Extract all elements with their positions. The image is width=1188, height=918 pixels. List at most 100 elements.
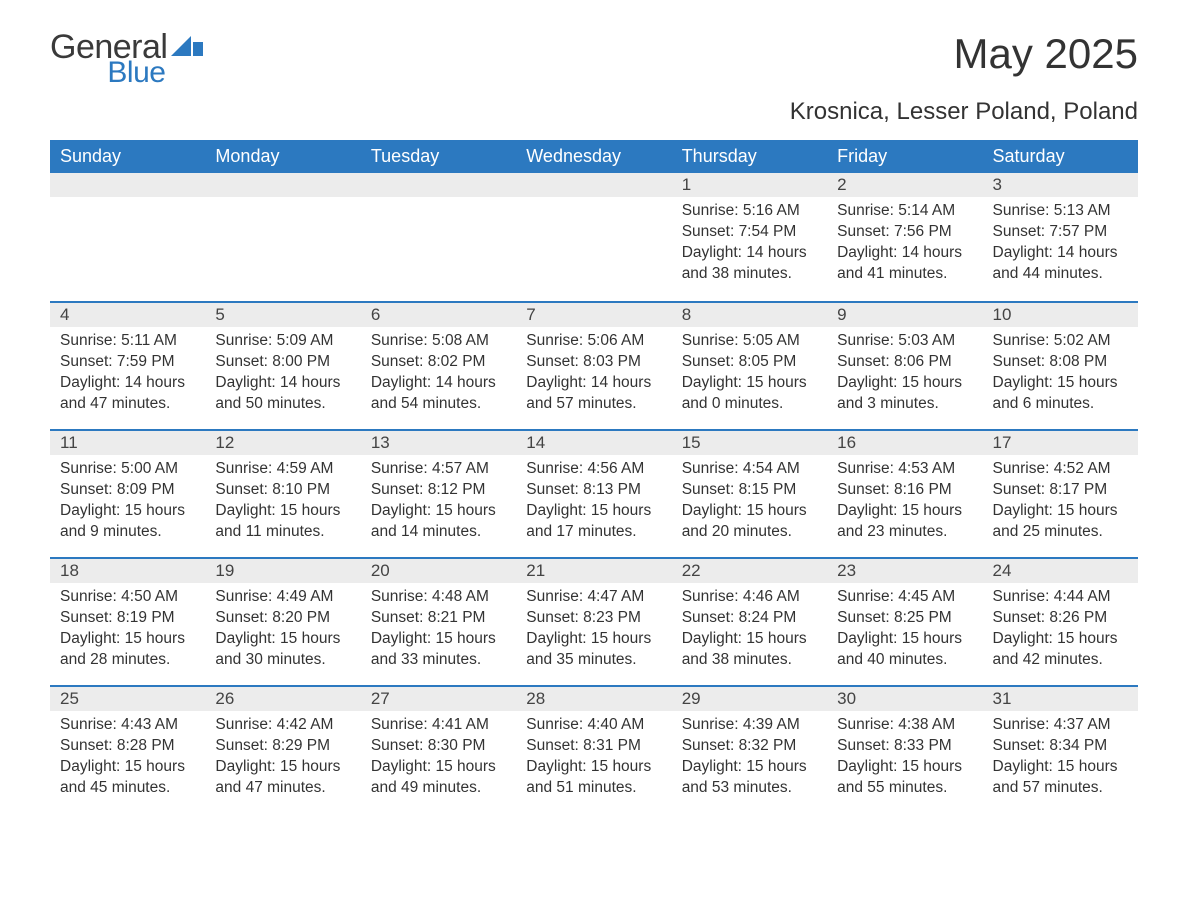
day-body: Sunrise: 5:16 AMSunset: 7:54 PMDaylight:… <box>672 197 827 291</box>
daylight-line: Daylight: 15 hours and 57 minutes. <box>993 757 1128 799</box>
sunrise-line: Sunrise: 4:41 AM <box>371 715 506 736</box>
sunrise-line: Sunrise: 4:44 AM <box>993 587 1128 608</box>
sunrise-line: Sunrise: 4:53 AM <box>837 459 972 480</box>
day-number: 15 <box>672 431 827 455</box>
day-number: 23 <box>827 559 982 583</box>
sunset-line: Sunset: 8:03 PM <box>526 352 661 373</box>
sunset-line: Sunset: 7:59 PM <box>60 352 195 373</box>
day-number: 10 <box>983 303 1138 327</box>
day-body: Sunrise: 4:40 AMSunset: 8:31 PMDaylight:… <box>516 711 671 805</box>
day-body: Sunrise: 4:37 AMSunset: 8:34 PMDaylight:… <box>983 711 1138 805</box>
sunset-line: Sunset: 8:33 PM <box>837 736 972 757</box>
weekday-header: Wednesday <box>516 140 671 173</box>
daylight-line: Daylight: 14 hours and 41 minutes. <box>837 243 972 285</box>
day-body: Sunrise: 5:08 AMSunset: 8:02 PMDaylight:… <box>361 327 516 421</box>
day-number <box>50 173 205 197</box>
day-body: Sunrise: 4:53 AMSunset: 8:16 PMDaylight:… <box>827 455 982 549</box>
calendar-day: 11Sunrise: 5:00 AMSunset: 8:09 PMDayligh… <box>50 431 205 557</box>
sunset-line: Sunset: 8:15 PM <box>682 480 817 501</box>
calendar-day: 29Sunrise: 4:39 AMSunset: 8:32 PMDayligh… <box>672 687 827 813</box>
day-body: Sunrise: 5:11 AMSunset: 7:59 PMDaylight:… <box>50 327 205 421</box>
sunset-line: Sunset: 8:30 PM <box>371 736 506 757</box>
daylight-line: Daylight: 14 hours and 57 minutes. <box>526 373 661 415</box>
sunrise-line: Sunrise: 4:40 AM <box>526 715 661 736</box>
day-body: Sunrise: 5:09 AMSunset: 8:00 PMDaylight:… <box>205 327 360 421</box>
daylight-line: Daylight: 15 hours and 14 minutes. <box>371 501 506 543</box>
day-number: 13 <box>361 431 516 455</box>
flag-icon <box>171 36 205 69</box>
daylight-line: Daylight: 15 hours and 3 minutes. <box>837 373 972 415</box>
sunrise-line: Sunrise: 5:02 AM <box>993 331 1128 352</box>
day-body: Sunrise: 4:47 AMSunset: 8:23 PMDaylight:… <box>516 583 671 677</box>
day-number: 6 <box>361 303 516 327</box>
day-number: 31 <box>983 687 1138 711</box>
calendar-day: 4Sunrise: 5:11 AMSunset: 7:59 PMDaylight… <box>50 303 205 429</box>
day-number: 2 <box>827 173 982 197</box>
day-body <box>361 197 516 207</box>
sunset-line: Sunset: 8:25 PM <box>837 608 972 629</box>
day-number: 16 <box>827 431 982 455</box>
sunset-line: Sunset: 8:34 PM <box>993 736 1128 757</box>
calendar-week: 1Sunrise: 5:16 AMSunset: 7:54 PMDaylight… <box>50 173 1138 301</box>
sunset-line: Sunset: 8:29 PM <box>215 736 350 757</box>
sunrise-line: Sunrise: 4:47 AM <box>526 587 661 608</box>
daylight-line: Daylight: 15 hours and 23 minutes. <box>837 501 972 543</box>
weekday-header: Thursday <box>672 140 827 173</box>
calendar-day: 23Sunrise: 4:45 AMSunset: 8:25 PMDayligh… <box>827 559 982 685</box>
weekday-header-row: Sunday Monday Tuesday Wednesday Thursday… <box>50 140 1138 173</box>
day-number: 7 <box>516 303 671 327</box>
sunset-line: Sunset: 7:56 PM <box>837 222 972 243</box>
daylight-line: Daylight: 15 hours and 33 minutes. <box>371 629 506 671</box>
sunset-line: Sunset: 8:28 PM <box>60 736 195 757</box>
day-number: 4 <box>50 303 205 327</box>
calendar-day: 14Sunrise: 4:56 AMSunset: 8:13 PMDayligh… <box>516 431 671 557</box>
day-body: Sunrise: 4:49 AMSunset: 8:20 PMDaylight:… <box>205 583 360 677</box>
day-number: 22 <box>672 559 827 583</box>
day-number <box>516 173 671 197</box>
sunset-line: Sunset: 8:00 PM <box>215 352 350 373</box>
day-number: 26 <box>205 687 360 711</box>
sunrise-line: Sunrise: 5:08 AM <box>371 331 506 352</box>
sunrise-line: Sunrise: 5:13 AM <box>993 201 1128 222</box>
day-number: 9 <box>827 303 982 327</box>
calendar-day: 16Sunrise: 4:53 AMSunset: 8:16 PMDayligh… <box>827 431 982 557</box>
calendar-day: 18Sunrise: 4:50 AMSunset: 8:19 PMDayligh… <box>50 559 205 685</box>
daylight-line: Daylight: 15 hours and 25 minutes. <box>993 501 1128 543</box>
day-body: Sunrise: 4:41 AMSunset: 8:30 PMDaylight:… <box>361 711 516 805</box>
daylight-line: Daylight: 15 hours and 9 minutes. <box>60 501 195 543</box>
day-number: 18 <box>50 559 205 583</box>
day-body: Sunrise: 4:43 AMSunset: 8:28 PMDaylight:… <box>50 711 205 805</box>
daylight-line: Daylight: 14 hours and 38 minutes. <box>682 243 817 285</box>
calendar-day <box>205 173 360 301</box>
sunset-line: Sunset: 7:54 PM <box>682 222 817 243</box>
calendar-day: 19Sunrise: 4:49 AMSunset: 8:20 PMDayligh… <box>205 559 360 685</box>
sunrise-line: Sunrise: 4:56 AM <box>526 459 661 480</box>
sunset-line: Sunset: 8:05 PM <box>682 352 817 373</box>
sunset-line: Sunset: 8:31 PM <box>526 736 661 757</box>
calendar-day: 7 Sunrise: 5:06 AMSunset: 8:03 PMDaylight… <box>516 303 671 429</box>
sunset-line: Sunset: 8:02 PM <box>371 352 506 373</box>
sunrise-line: Sunrise: 5:14 AM <box>837 201 972 222</box>
sunrise-line: Sunrise: 5:06 AM <box>526 331 661 352</box>
daylight-line: Daylight: 15 hours and 17 minutes. <box>526 501 661 543</box>
sunset-line: Sunset: 8:26 PM <box>993 608 1128 629</box>
brand-logo: General Blue <box>50 30 205 88</box>
weekday-header: Tuesday <box>361 140 516 173</box>
weekday-header: Sunday <box>50 140 205 173</box>
sunrise-line: Sunrise: 4:50 AM <box>60 587 195 608</box>
day-body: Sunrise: 5:02 AMSunset: 8:08 PMDaylight:… <box>983 327 1138 421</box>
day-number: 25 <box>50 687 205 711</box>
calendar-day: 5Sunrise: 5:09 AMSunset: 8:00 PMDaylight… <box>205 303 360 429</box>
daylight-line: Daylight: 15 hours and 30 minutes. <box>215 629 350 671</box>
sunset-line: Sunset: 8:19 PM <box>60 608 195 629</box>
calendar-day: 25Sunrise: 4:43 AMSunset: 8:28 PMDayligh… <box>50 687 205 813</box>
sunset-line: Sunset: 7:57 PM <box>993 222 1128 243</box>
calendar-day: 1Sunrise: 5:16 AMSunset: 7:54 PMDaylight… <box>672 173 827 301</box>
calendar-week: 25Sunrise: 4:43 AMSunset: 8:28 PMDayligh… <box>50 685 1138 813</box>
calendar-day: 20Sunrise: 4:48 AMSunset: 8:21 PMDayligh… <box>361 559 516 685</box>
sunset-line: Sunset: 8:23 PM <box>526 608 661 629</box>
day-body: Sunrise: 4:45 AMSunset: 8:25 PMDaylight:… <box>827 583 982 677</box>
day-body: Sunrise: 4:38 AMSunset: 8:33 PMDaylight:… <box>827 711 982 805</box>
day-number <box>361 173 516 197</box>
day-number: 8 <box>672 303 827 327</box>
